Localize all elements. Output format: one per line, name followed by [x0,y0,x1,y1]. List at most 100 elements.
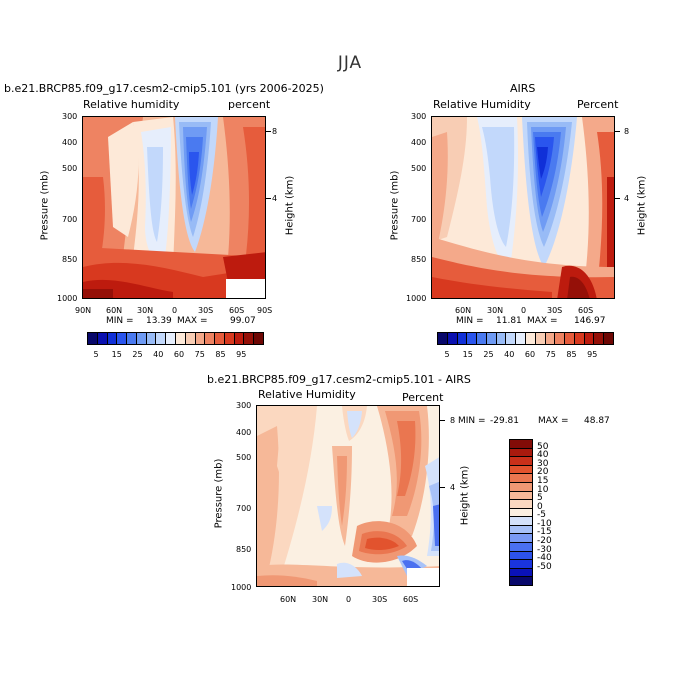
colorbar-label: 60 [173,350,185,359]
panel1-max-value: 99.07 [230,316,256,326]
panel1-ytick-500: 500 [62,164,78,173]
panel2-left-label: Relative Humidity [433,98,531,111]
colorbar-label: 15 [537,475,549,486]
panel2-max-label: MAX = [527,316,558,326]
panel1-ytick-1000: 1000 [57,294,78,303]
panel2-xtick-0: 0 [521,306,527,315]
colorbar-label: -40 [537,553,552,564]
colorbar-label: 25 [132,350,143,359]
panel2-ytick-300: 300 [411,112,427,121]
panel3-ytick-850: 850 [236,545,252,554]
panel1-left-label: Relative humidity [83,98,180,111]
colorbar-label: -15 [537,527,552,538]
panel1-xtick-30N: 30N [137,306,154,315]
panel2-right-label: Percent [577,98,619,111]
panel2-ytick-850: 850 [411,255,427,264]
panel1-xtick-90N: 90N [75,306,92,315]
panel1-xtick-0: 0 [172,306,178,315]
panel2-ytick-500: 500 [411,164,427,173]
panel3-ytick-500: 500 [236,453,252,462]
panel3-rtick-4: 4 [450,483,456,492]
panel3-ytick-1000: 1000 [231,583,252,592]
panel2-xtick-30N: 30N [487,306,504,315]
panel3-rtick-mark-4 [440,487,445,488]
colorbar-label: -10 [537,518,552,529]
colorbar-label: -5 [537,510,546,521]
colorbar-label: 85 [215,350,226,359]
panel3-rtick-mark-8 [440,420,445,421]
panel3-xtick-30S: 30S [372,595,388,604]
panel3-xtick-60N: 60N [280,595,297,604]
panel3-max-value: 48.87 [584,416,610,426]
panel2-rtick-8: 8 [624,127,630,136]
panel2-ylabel: Pressure (mb) [389,170,401,241]
colorbar-label: 5 [444,350,450,359]
panel1-min-value: 13.39 [146,316,172,326]
colorbar-label: 40 [537,450,549,461]
panel2-title: AIRS [510,82,536,95]
colorbar-label: 40 [153,350,164,359]
panel2-min-label: MIN = [456,316,484,326]
colorbar-cell [509,576,533,586]
panel2-ytick-1000: 1000 [406,294,427,303]
colorbar-label: 75 [545,350,556,359]
panel2-min-value: 11.81 [496,316,522,326]
panel2-ytick-400: 400 [411,138,427,147]
panel1-ylabel: Pressure (mb) [39,170,51,241]
panel3-left-label: Relative Humidity [258,388,356,401]
colorbar-cell [603,332,614,345]
panel3-title: b.e21.BRCP85.f09_g17.cesm2-cmip5.101 - A… [207,373,471,386]
colorbar-label: 40 [504,350,515,359]
colorbar-label: 20 [537,467,549,478]
panel2-xtick-60N: 60N [455,306,472,315]
panel3-ytick-700: 700 [236,504,252,513]
panel3-right-label: Percent [402,391,444,404]
panel1-max-label: MAX = [177,316,208,326]
panel3-min-value: -29.81 [490,416,520,426]
colorbar-label: 15 [111,350,122,359]
panel2-xtick-60S: 60S [578,306,594,315]
panel2-xtick-30S: 30S [547,306,563,315]
panel2-rtick-mark-8 [615,131,620,132]
panel1-ytick-700: 700 [62,215,78,224]
panel2-ylabel-right: Height (km) [636,175,648,236]
panel3-ylabel-right: Height (km) [459,465,471,526]
colorbar-label: 95 [587,350,598,359]
panel2-heatmap [431,116,615,299]
panel1-right-label: percent [228,98,271,111]
panel3-ytick-300: 300 [236,401,252,410]
panel1-rtick-mark-4 [266,198,271,199]
panel1-ytick-850: 850 [62,255,78,264]
colorbar-label: 75 [194,350,205,359]
panel3-xtick-0: 0 [346,595,352,604]
panel1-ytick-400: 400 [62,138,78,147]
panel1-xtick-60N: 60N [106,306,123,315]
panel1-ytick-300: 300 [62,112,78,121]
panel2-rtick-4: 4 [624,194,630,203]
colorbar-label: 30 [537,458,549,469]
panel1-ylabel-right: Height (km) [284,175,296,236]
panel1-min-label: MIN = [106,316,134,326]
colorbar-label: 0 [537,501,543,512]
colorbar-label: 95 [236,350,247,359]
panel1-xtick-90S: 90S [257,306,273,315]
panel3-min-label: MIN = [458,416,486,426]
panel2-max-value: 146.97 [574,316,606,326]
panel2-rtick-mark-4 [615,198,620,199]
colorbar-label: -30 [537,544,552,555]
panel1-xtick-30S: 30S [198,306,214,315]
colorbar-label: 10 [537,484,549,495]
panel2-ytick-700: 700 [411,215,427,224]
panel3-ytick-400: 400 [236,428,252,437]
panel3-rtick-8: 8 [450,416,456,425]
colorbar-label: 50 [537,441,549,452]
panel1-rtick-8: 8 [272,127,278,136]
panel3-ylabel: Pressure (mb) [213,458,225,529]
colorbar-label: -20 [537,536,552,547]
panel1-heatmap [82,116,266,299]
colorbar-label: 25 [483,350,494,359]
colorbar-cell [253,332,264,345]
colorbar-label: 5 [537,493,543,504]
panel3-xtick-30N: 30N [312,595,329,604]
colorbar-label: -50 [537,561,552,572]
